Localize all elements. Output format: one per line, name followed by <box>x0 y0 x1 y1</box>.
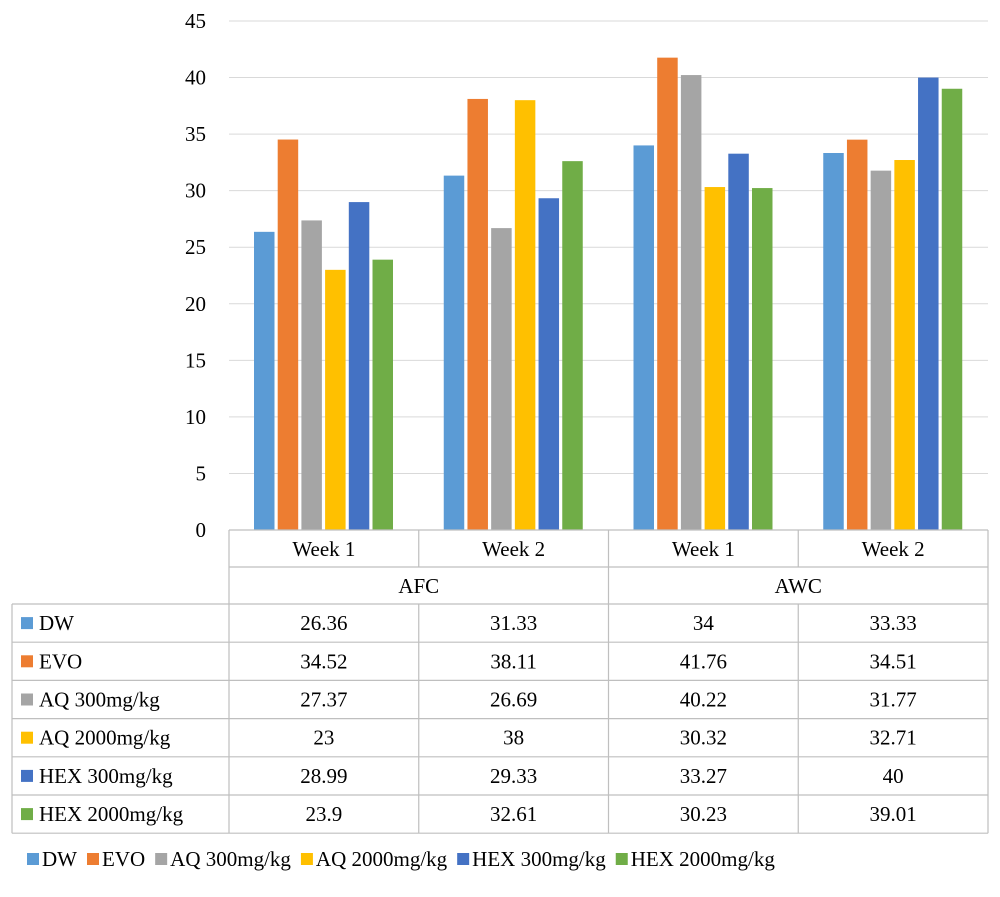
legend-label: AQ 300mg/kg <box>170 847 291 871</box>
data-label: 26.69 <box>490 688 537 712</box>
data-label: 30.23 <box>680 802 727 826</box>
legend-swatch <box>615 853 628 865</box>
legend-label: HEX 2000mg/kg <box>631 847 776 871</box>
data-label: 32.71 <box>870 726 917 750</box>
legend-swatch <box>457 853 470 865</box>
row-label: AQ 300mg/kg <box>39 688 160 712</box>
bar <box>467 98 488 530</box>
data-label: 30.32 <box>680 726 727 750</box>
y-tick-label: 40 <box>185 66 206 90</box>
legend-swatch <box>155 853 168 865</box>
bar <box>277 139 299 530</box>
bar <box>562 161 583 531</box>
bar <box>301 220 322 530</box>
bar <box>752 188 773 530</box>
legend-key <box>21 617 33 630</box>
legend-label: HEX 300mg/kg <box>472 847 606 871</box>
legend-key <box>21 655 33 668</box>
bar <box>918 77 939 531</box>
data-label: 40.22 <box>680 688 727 712</box>
x-tick-label: Week 1 <box>292 537 355 561</box>
bar <box>728 153 749 531</box>
bar <box>870 170 892 530</box>
bar <box>704 187 726 530</box>
data-label: 31.77 <box>870 688 917 712</box>
y-tick-label: 15 <box>185 348 206 372</box>
data-table-grid <box>11 529 989 834</box>
data-label: 33.27 <box>680 764 727 788</box>
y-tick-label: 35 <box>185 122 206 146</box>
data-label: 33.33 <box>870 611 917 635</box>
bar <box>372 259 393 530</box>
bar <box>680 75 702 530</box>
y-tick-label: 10 <box>185 405 206 429</box>
bar <box>823 153 844 530</box>
y-tick-label: 0 <box>196 518 207 542</box>
row-label: HEX 300mg/kg <box>39 764 173 788</box>
legend-key <box>21 731 33 744</box>
legend-swatch <box>27 853 39 865</box>
data-table: Week 1 Week 2 Week 1 Week 2 AFC AWC DW 26.36 31.… <box>21 537 925 826</box>
y-tick-label: 45 <box>185 9 206 33</box>
data-label: 38 <box>503 726 524 750</box>
data-label: 28.99 <box>300 764 347 788</box>
legend-key <box>21 769 33 782</box>
data-label: 29.33 <box>490 764 537 788</box>
legend-key <box>21 808 33 821</box>
y-tick-label: 30 <box>185 179 206 203</box>
legend-label: EVO <box>102 847 145 871</box>
data-label: 23 <box>313 726 334 750</box>
bar <box>348 202 370 530</box>
data-label: 34.51 <box>870 649 917 673</box>
data-label: 41.76 <box>680 649 727 673</box>
legend-label: DW <box>42 847 77 871</box>
data-label: 34 <box>693 611 715 635</box>
row-label: EVO <box>39 649 82 673</box>
row-label: AQ 2000mg/kg <box>39 726 171 750</box>
x-tick-label: Week 1 <box>672 537 735 561</box>
data-label: 38.11 <box>490 649 536 673</box>
data-label: 39.01 <box>870 802 917 826</box>
y-tick-label: 25 <box>185 235 206 259</box>
bar <box>491 228 512 530</box>
bar <box>538 198 560 530</box>
row-label: DW <box>39 611 74 635</box>
legend-swatch <box>87 853 99 865</box>
bars <box>254 57 963 531</box>
row-label: HEX 2000mg/kg <box>39 802 184 826</box>
data-label: 26.36 <box>300 611 347 635</box>
data-label: 31.33 <box>490 611 537 635</box>
bar <box>657 57 678 530</box>
legend-key <box>21 693 33 706</box>
group-label: AWC <box>775 574 822 598</box>
data-label: 27.37 <box>300 688 347 712</box>
x-tick-label: Week 2 <box>862 537 925 561</box>
bar <box>443 175 465 530</box>
y-axis-tick-labels: 0 5 10 15 20 25 30 35 40 45 <box>185 9 206 542</box>
bar <box>254 231 275 530</box>
group-label: AFC <box>398 574 439 598</box>
data-label: 34.52 <box>300 649 347 673</box>
bar <box>514 100 536 530</box>
data-label: 40 <box>883 764 904 788</box>
legend-label: AQ 2000mg/kg <box>316 847 448 871</box>
y-tick-label: 20 <box>185 292 206 316</box>
bar <box>633 145 654 530</box>
legend-swatch <box>300 853 313 865</box>
y-tick-label: 5 <box>196 461 207 485</box>
bar <box>894 160 915 530</box>
x-tick-label: Week 2 <box>482 537 545 561</box>
data-label: 32.61 <box>490 802 537 826</box>
bar <box>941 88 963 531</box>
data-label: 23.9 <box>306 802 343 826</box>
bar <box>325 269 346 530</box>
legend: DW EVO AQ 300mg/kg AQ 2000mg/kg HEX 300mg/kg… <box>27 847 775 871</box>
bar <box>846 139 868 530</box>
